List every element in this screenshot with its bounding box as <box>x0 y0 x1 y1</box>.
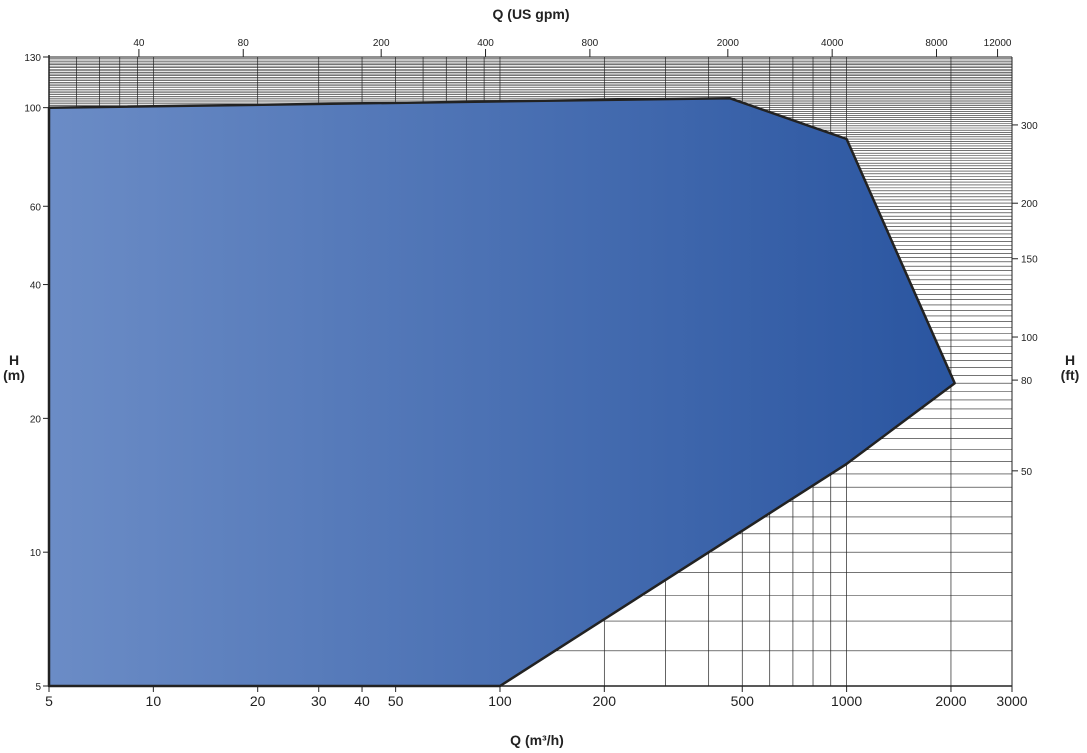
x2-tick-label: 4000 <box>821 38 844 49</box>
y-tick-label: 130 <box>24 53 41 64</box>
x2-tick-label: 800 <box>582 38 599 49</box>
y-tick-label: 60 <box>30 202 42 213</box>
x-tick-label: 1000 <box>831 693 862 709</box>
y2-tick-label: 50 <box>1021 467 1033 478</box>
x-axis-title: Q (m³/h) <box>510 732 564 748</box>
x2-tick-label: 40 <box>133 38 145 49</box>
x2-axis-title: Q (US gpm) <box>493 6 570 22</box>
y-tick-label: 5 <box>35 682 41 693</box>
x2-tick-label: 200 <box>373 38 390 49</box>
y2-tick-label: 200 <box>1021 199 1038 210</box>
performance-area <box>47 96 956 688</box>
axes <box>48 55 1013 687</box>
x-tick-label: 3000 <box>996 693 1027 709</box>
x-tick-label: 2000 <box>935 693 966 709</box>
x-tick-label: 500 <box>731 693 755 709</box>
y-tick-label: 20 <box>30 414 42 425</box>
y2-tick-label: 100 <box>1021 333 1038 344</box>
y2-axis-title-line-2: (ft) <box>1061 367 1080 383</box>
x-tick-label: 5 <box>45 693 53 709</box>
x2-tick-label: 8000 <box>925 38 948 49</box>
x2-tick-label: 2000 <box>717 38 740 49</box>
tick-labels: 5 10 20 30 40 50 100 200 500 1000 2000 3000 40 80 200 4… <box>24 38 1038 709</box>
y-tick-label: 100 <box>24 104 41 115</box>
area-layer <box>47 96 956 688</box>
x-tick-label: 40 <box>354 693 370 709</box>
y2-tick-label: 150 <box>1021 255 1038 266</box>
y-axis-title-line-1: H <box>9 352 19 368</box>
x2-tick-label: 80 <box>238 38 250 49</box>
y-tick-label: 10 <box>30 548 42 559</box>
x-tick-label: 50 <box>388 693 404 709</box>
y-axis-title-line-2: (m) <box>3 367 25 383</box>
x2-tick-label: 12000 <box>984 38 1012 49</box>
x-tick-label: 30 <box>311 693 327 709</box>
y2-tick-label: 300 <box>1021 121 1038 132</box>
y2-axis-title-line-1: H <box>1065 352 1075 368</box>
x-tick-label: 100 <box>488 693 512 709</box>
x-tick-label: 10 <box>146 693 162 709</box>
y-tick-label: 40 <box>30 281 42 292</box>
x-tick-label: 200 <box>593 693 617 709</box>
y2-tick-label: 80 <box>1021 376 1033 387</box>
x-tick-label: 20 <box>250 693 266 709</box>
x2-tick-label: 400 <box>477 38 494 49</box>
